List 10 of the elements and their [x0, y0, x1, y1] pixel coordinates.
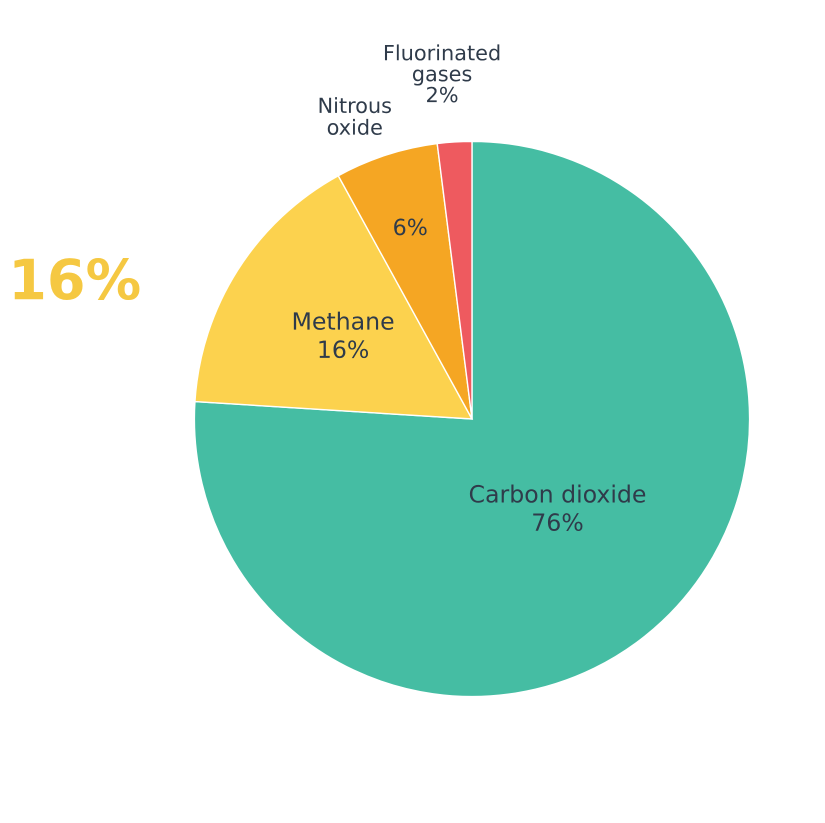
slice-label: Methane — [294, 312, 394, 330]
slice-label: Carbon dioxide — [470, 484, 646, 503]
data-label: 2% — [427, 86, 458, 102]
slice-label: Nitrous oxide — [320, 97, 391, 135]
data-label: 16% — [319, 340, 368, 358]
slice-label: Fluorinated gases — [384, 44, 500, 86]
data-label: 6% — [394, 218, 427, 236]
text: 16% — [14, 258, 140, 300]
pie-slice — [194, 140, 750, 698]
data-label: 76% — [533, 513, 582, 532]
